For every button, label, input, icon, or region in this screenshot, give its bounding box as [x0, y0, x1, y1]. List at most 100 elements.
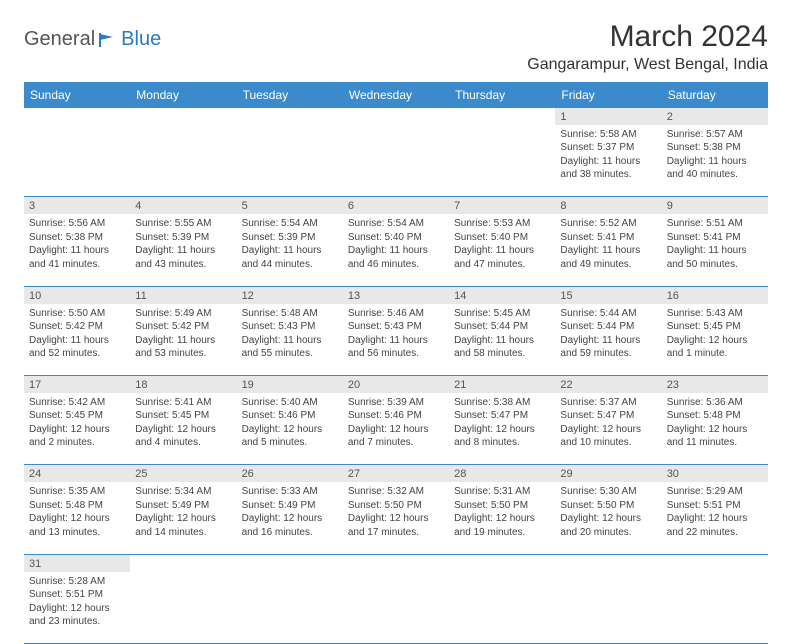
weekday-header: Wednesday	[343, 82, 449, 108]
daylight-text: Daylight: 11 hours and 38 minutes.	[560, 155, 656, 182]
day-number-row: 10111213141516	[24, 286, 768, 303]
calendar-day-cell: Sunrise: 5:48 AMSunset: 5:43 PMDaylight:…	[237, 304, 343, 376]
day-number-cell: 7	[449, 197, 555, 214]
day-number: 14	[454, 290, 466, 302]
day-number-cell: 21	[449, 376, 555, 393]
daylight-text: Daylight: 12 hours and 19 minutes.	[454, 512, 550, 539]
calendar-day-cell: Sunrise: 5:42 AMSunset: 5:45 PMDaylight:…	[24, 393, 130, 465]
sunset-text: Sunset: 5:48 PM	[667, 409, 763, 423]
sunrise-text: Sunrise: 5:42 AM	[29, 396, 125, 410]
calendar-week-row: Sunrise: 5:42 AMSunset: 5:45 PMDaylight:…	[24, 393, 768, 465]
weekday-header: Thursday	[449, 82, 555, 108]
sunrise-text: Sunrise: 5:29 AM	[667, 485, 763, 499]
sunrise-text: Sunrise: 5:36 AM	[667, 396, 763, 410]
sunrise-text: Sunrise: 5:55 AM	[135, 217, 231, 231]
day-number-row: 17181920212223	[24, 376, 768, 393]
day-number-cell: 29	[555, 465, 661, 482]
sunset-text: Sunset: 5:39 PM	[242, 231, 338, 245]
sunrise-text: Sunrise: 5:53 AM	[454, 217, 550, 231]
logo: General Blue	[24, 20, 161, 51]
day-number-cell: 11	[130, 286, 236, 303]
day-number: 25	[135, 468, 147, 480]
calendar-day-cell	[237, 572, 343, 644]
sunrise-text: Sunrise: 5:45 AM	[454, 307, 550, 321]
day-number-cell: 5	[237, 197, 343, 214]
day-number-cell	[449, 554, 555, 571]
sunset-text: Sunset: 5:40 PM	[454, 231, 550, 245]
sunset-text: Sunset: 5:43 PM	[348, 320, 444, 334]
calendar-day-cell	[343, 125, 449, 197]
sunset-text: Sunset: 5:45 PM	[667, 320, 763, 334]
calendar-day-cell: Sunrise: 5:38 AMSunset: 5:47 PMDaylight:…	[449, 393, 555, 465]
sunset-text: Sunset: 5:40 PM	[348, 231, 444, 245]
sunset-text: Sunset: 5:47 PM	[454, 409, 550, 423]
day-number-cell: 14	[449, 286, 555, 303]
day-number-cell: 8	[555, 197, 661, 214]
day-number: 11	[135, 290, 146, 302]
daylight-text: Daylight: 11 hours and 50 minutes.	[667, 244, 763, 271]
sunset-text: Sunset: 5:49 PM	[242, 499, 338, 513]
sunset-text: Sunset: 5:44 PM	[454, 320, 550, 334]
daylight-text: Daylight: 11 hours and 41 minutes.	[29, 244, 125, 271]
daylight-text: Daylight: 11 hours and 40 minutes.	[667, 155, 763, 182]
day-number-cell	[449, 108, 555, 125]
calendar-day-cell	[24, 125, 130, 197]
day-number: 7	[454, 200, 460, 212]
daylight-text: Daylight: 12 hours and 5 minutes.	[242, 423, 338, 450]
calendar-week-row: Sunrise: 5:58 AMSunset: 5:37 PMDaylight:…	[24, 125, 768, 197]
day-number: 24	[29, 468, 41, 480]
day-number-row: 31	[24, 554, 768, 571]
day-number-cell	[130, 554, 236, 571]
day-number-cell: 24	[24, 465, 130, 482]
day-number-row: 12	[24, 108, 768, 125]
calendar-table: Sunday Monday Tuesday Wednesday Thursday…	[24, 82, 768, 644]
day-number-cell: 26	[237, 465, 343, 482]
sunrise-text: Sunrise: 5:44 AM	[560, 307, 656, 321]
day-number: 5	[242, 200, 248, 212]
daylight-text: Daylight: 12 hours and 1 minute.	[667, 334, 763, 361]
logo-text-2: Blue	[121, 28, 161, 51]
sunrise-text: Sunrise: 5:34 AM	[135, 485, 231, 499]
calendar-day-cell: Sunrise: 5:50 AMSunset: 5:42 PMDaylight:…	[24, 304, 130, 376]
day-number-cell	[555, 554, 661, 571]
calendar-day-cell: Sunrise: 5:34 AMSunset: 5:49 PMDaylight:…	[130, 482, 236, 554]
sunrise-text: Sunrise: 5:54 AM	[348, 217, 444, 231]
day-number: 12	[242, 290, 254, 302]
calendar-week-row: Sunrise: 5:35 AMSunset: 5:48 PMDaylight:…	[24, 482, 768, 554]
sunset-text: Sunset: 5:50 PM	[454, 499, 550, 513]
calendar-day-cell: Sunrise: 5:56 AMSunset: 5:38 PMDaylight:…	[24, 214, 130, 286]
sunrise-text: Sunrise: 5:38 AM	[454, 396, 550, 410]
daylight-text: Daylight: 11 hours and 59 minutes.	[560, 334, 656, 361]
day-number: 8	[560, 200, 566, 212]
daylight-text: Daylight: 12 hours and 17 minutes.	[348, 512, 444, 539]
sunrise-text: Sunrise: 5:28 AM	[29, 575, 125, 589]
daylight-text: Daylight: 11 hours and 43 minutes.	[135, 244, 231, 271]
sunset-text: Sunset: 5:43 PM	[242, 320, 338, 334]
daylight-text: Daylight: 11 hours and 47 minutes.	[454, 244, 550, 271]
calendar-day-cell: Sunrise: 5:44 AMSunset: 5:44 PMDaylight:…	[555, 304, 661, 376]
daylight-text: Daylight: 12 hours and 10 minutes.	[560, 423, 656, 450]
calendar-day-cell: Sunrise: 5:32 AMSunset: 5:50 PMDaylight:…	[343, 482, 449, 554]
calendar-day-cell: Sunrise: 5:28 AMSunset: 5:51 PMDaylight:…	[24, 572, 130, 644]
day-number-cell	[237, 554, 343, 571]
calendar-day-cell: Sunrise: 5:30 AMSunset: 5:50 PMDaylight:…	[555, 482, 661, 554]
daylight-text: Daylight: 12 hours and 22 minutes.	[667, 512, 763, 539]
day-number-cell: 2	[662, 108, 768, 125]
calendar-day-cell	[555, 572, 661, 644]
day-number: 3	[29, 200, 35, 212]
daylight-text: Daylight: 12 hours and 20 minutes.	[560, 512, 656, 539]
sunrise-text: Sunrise: 5:37 AM	[560, 396, 656, 410]
sunset-text: Sunset: 5:41 PM	[667, 231, 763, 245]
sunrise-text: Sunrise: 5:51 AM	[667, 217, 763, 231]
sunrise-text: Sunrise: 5:35 AM	[29, 485, 125, 499]
daylight-text: Daylight: 12 hours and 23 minutes.	[29, 602, 125, 629]
calendar-day-cell	[237, 125, 343, 197]
day-number-cell	[237, 108, 343, 125]
day-number-cell: 6	[343, 197, 449, 214]
daylight-text: Daylight: 12 hours and 2 minutes.	[29, 423, 125, 450]
calendar-day-cell: Sunrise: 5:45 AMSunset: 5:44 PMDaylight:…	[449, 304, 555, 376]
day-number-row: 24252627282930	[24, 465, 768, 482]
sunrise-text: Sunrise: 5:48 AM	[242, 307, 338, 321]
title-block: March 2024 Gangarampur, West Bengal, Ind…	[527, 20, 768, 74]
calendar-week-row: Sunrise: 5:28 AMSunset: 5:51 PMDaylight:…	[24, 572, 768, 644]
